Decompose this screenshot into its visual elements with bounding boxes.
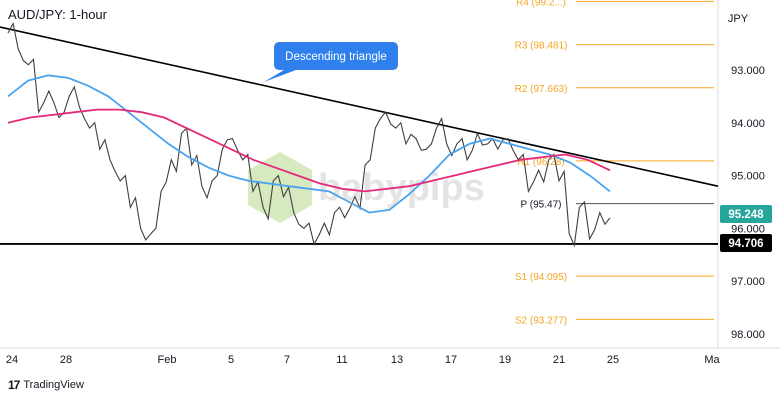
callout-box	[274, 42, 398, 70]
pivot-label: R1 (96.28)	[517, 157, 564, 168]
price-tick-label: 97.000	[731, 276, 765, 288]
trendlines	[0, 26, 719, 245]
time-tick-label: 25	[607, 354, 619, 366]
time-tick-label: 21	[553, 354, 565, 366]
price-tick-label: 93.000	[731, 65, 765, 77]
price-line	[7, 21, 611, 248]
pivot-label: S1 (94.095)	[515, 272, 567, 283]
ema-slow-line	[7, 108, 611, 193]
time-axis-ticks: 24 28 Feb 5 7 11 13 17 19 21 25 Ma	[6, 354, 721, 366]
callout-pointer	[264, 70, 296, 82]
time-tick-label: 24	[6, 354, 18, 366]
footer-brand: TradingView	[23, 379, 84, 391]
pivot-label: R2 (97.663)	[515, 84, 568, 95]
ema-fast-line	[7, 74, 611, 214]
price-axis-ticks: 98.000 97.000 96.000 95.000 94.000 93.000	[731, 65, 765, 341]
price-tick-label: 94.000	[731, 118, 765, 130]
price-tick-label: 98.000	[731, 329, 765, 341]
tradingview-logo-icon: 17	[8, 378, 20, 392]
pivot-label: P (95.47)	[521, 200, 562, 211]
callout-text: Descending triangle	[285, 51, 387, 63]
time-tick-label: 11	[336, 354, 347, 366]
time-tick-label: 19	[499, 354, 511, 366]
footer: 17 TradingView	[8, 378, 84, 392]
moving-averages	[7, 74, 611, 214]
pivot-levels: R4 (99.2...) R3 (98.481) R2 (97.663) R1 (96…	[515, 0, 714, 326]
watermark-hexagon-icon	[248, 152, 312, 223]
price-tick-label: 95.000	[731, 171, 765, 183]
babypips-watermark: babypips	[248, 152, 485, 223]
support-price-badge-text: 94.706	[728, 238, 763, 250]
time-tick-label: 13	[391, 354, 403, 366]
time-tick-label: 17	[445, 354, 457, 366]
time-tick-label: 5	[228, 354, 234, 366]
price-axis-currency: JPY	[728, 13, 749, 25]
current-price-badge: 95.248	[720, 205, 772, 223]
time-tick-label: 7	[284, 354, 290, 366]
current-price-badge-text: 95.248	[728, 209, 764, 221]
time-tick-label: Feb	[158, 354, 177, 366]
symbol-title: AUD/JPY: 1-hour	[8, 7, 108, 22]
support-price-badge: 94.706	[720, 234, 772, 252]
time-tick-label: Ma	[704, 354, 720, 366]
pivot-label: R3 (98.481)	[515, 41, 568, 52]
price-series	[7, 21, 611, 248]
descending-trendline	[0, 26, 719, 187]
pivot-label: R4 (99.2...)	[516, 0, 566, 8]
current-price-badge-bg	[720, 205, 772, 223]
pivot-label: S2 (93.277)	[515, 315, 567, 326]
descending-triangle-callout[interactable]: Descending triangle	[264, 42, 398, 82]
price-tick-label: 96.000	[731, 223, 765, 235]
time-tick-label: 28	[60, 354, 72, 366]
support-price-badge-bg	[720, 234, 772, 252]
